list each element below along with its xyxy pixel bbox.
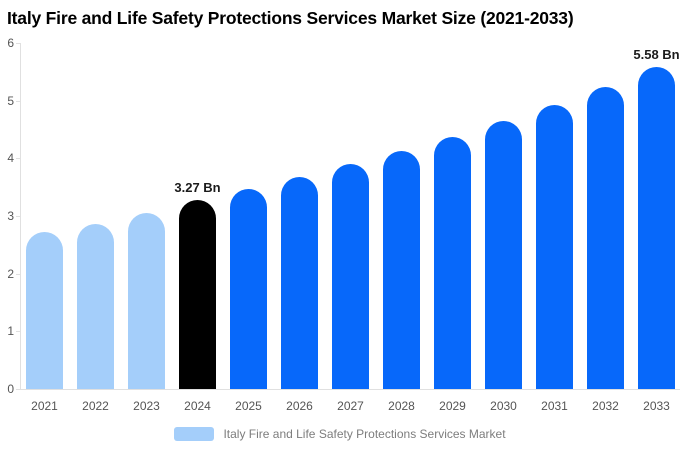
- bar-2026: [281, 177, 318, 389]
- legend-swatch: [174, 427, 215, 441]
- x-axis-line: [20, 389, 680, 390]
- x-axis-label-2025: 2025: [235, 399, 262, 413]
- bar-2032: [587, 86, 624, 389]
- x-axis-label-2021: 2021: [31, 399, 58, 413]
- x-axis-label-2028: 2028: [388, 399, 415, 413]
- data-label-2024: 3.27 Bn: [174, 180, 221, 196]
- bar-2031: [536, 105, 573, 389]
- y-axis-tick: [16, 158, 20, 160]
- x-axis-label-2024: 2024: [184, 399, 211, 413]
- bar-2021: [26, 232, 63, 389]
- bar-2033: [638, 67, 675, 389]
- y-axis-label: 1: [7, 324, 14, 339]
- bar-2023: [128, 213, 165, 389]
- y-axis-label: 5: [7, 93, 14, 108]
- x-axis-label-2027: 2027: [337, 399, 364, 413]
- y-axis-label: 2: [7, 266, 14, 281]
- y-axis-tick: [16, 389, 20, 390]
- chart-title: Italy Fire and Life Safety Protections S…: [7, 8, 574, 28]
- bar-2028: [383, 150, 420, 389]
- legend-label: Italy Fire and Life Safety Protections S…: [223, 427, 506, 441]
- y-axis-tick: [16, 331, 20, 333]
- bar-2029: [434, 137, 471, 389]
- y-axis-label: 4: [7, 151, 14, 166]
- bar-2022: [77, 223, 114, 389]
- y-axis-line: [20, 43, 21, 389]
- y-axis-tick: [16, 216, 20, 217]
- legend: Italy Fire and Life Safety Protections S…: [0, 427, 680, 441]
- y-axis-label: 3: [7, 209, 14, 223]
- x-axis-label-2033: 2033: [643, 399, 670, 413]
- x-axis-label-2022: 2022: [82, 399, 109, 413]
- x-axis-label-2029: 2029: [439, 399, 466, 413]
- x-axis-label-2032: 2032: [592, 399, 619, 413]
- y-axis-label: 0: [7, 382, 14, 396]
- bar-2024: [179, 200, 216, 389]
- x-axis-label-2031: 2031: [541, 399, 568, 413]
- y-axis-tick: [16, 273, 20, 275]
- bar-2027: [332, 164, 369, 389]
- y-axis-tick: [16, 100, 20, 102]
- x-axis-label-2026: 2026: [286, 399, 313, 413]
- x-axis-label-2023: 2023: [133, 399, 160, 413]
- y-axis-tick: [16, 43, 20, 44]
- y-axis-label: 6: [7, 36, 14, 50]
- x-axis-label-2030: 2030: [490, 399, 517, 413]
- bar-2030: [485, 121, 522, 389]
- data-label-2033: 5.58 Bn: [633, 47, 680, 63]
- bar-2025: [230, 189, 267, 389]
